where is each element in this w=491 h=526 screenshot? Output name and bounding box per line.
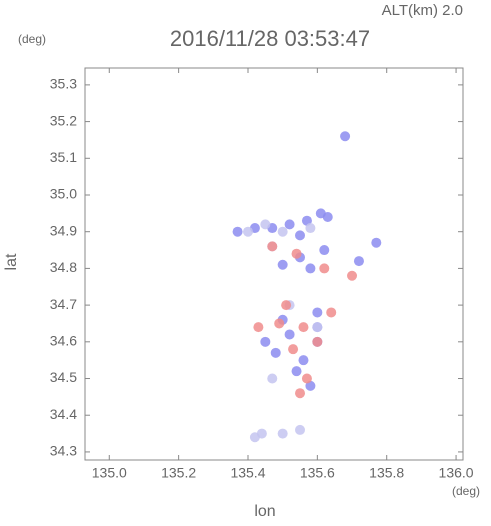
echo-point <box>371 237 382 248</box>
y-tick-label: 34.6 <box>50 333 77 349</box>
echo-point <box>312 322 323 333</box>
echo-point <box>322 212 333 223</box>
echo-point <box>347 270 358 281</box>
x-tick-label: 135.2 <box>161 465 196 481</box>
y-tick-label: 35.1 <box>50 149 77 165</box>
echo-point <box>249 432 260 443</box>
echo-point <box>305 263 316 274</box>
x-unit: (deg) <box>452 484 480 498</box>
y-tick-label: 34.5 <box>50 369 77 385</box>
echo-point <box>242 226 253 237</box>
echo-point <box>253 322 264 333</box>
echo-point <box>281 300 292 311</box>
echo-point <box>319 263 330 274</box>
echo-point <box>326 307 337 318</box>
x-tick-label: 136.0 <box>439 465 474 481</box>
echo-point <box>305 223 316 234</box>
y-unit: (deg) <box>18 32 46 46</box>
echo-point <box>277 259 288 270</box>
echo-point <box>353 256 364 267</box>
echo-point <box>295 424 306 435</box>
y-axis-label: lat <box>3 253 20 270</box>
echo-point <box>295 230 306 241</box>
x-axis-label: lon <box>254 503 275 520</box>
echo-point <box>277 226 288 237</box>
y-tick-label: 35.2 <box>50 112 77 128</box>
echo-point <box>319 245 330 256</box>
echo-point <box>260 336 271 347</box>
echo-point <box>301 373 312 384</box>
echo-point <box>295 388 306 399</box>
plot-frame <box>84 67 464 461</box>
y-tick-label: 34.9 <box>50 222 77 238</box>
echo-point <box>267 373 278 384</box>
echo-point <box>298 355 309 366</box>
x-tick-label: 135.8 <box>369 465 404 481</box>
y-tick-label: 34.4 <box>50 406 77 422</box>
echo-point <box>298 322 309 333</box>
echo-point <box>288 344 299 355</box>
y-tick-label: 34.7 <box>50 296 77 312</box>
y-tick-label: 35.0 <box>50 186 77 202</box>
echo-point <box>312 307 323 318</box>
echo-point <box>267 241 278 252</box>
y-tick-label: 34.8 <box>50 259 77 275</box>
x-tick-label: 135.4 <box>230 465 265 481</box>
echo-point <box>277 428 288 439</box>
echo-point <box>274 318 285 329</box>
echo-point <box>260 219 271 230</box>
echo-point <box>284 219 295 230</box>
x-tick-label: 135.0 <box>92 465 127 481</box>
echo-point <box>291 366 302 377</box>
echo-point <box>270 347 281 358</box>
y-tick-label: 35.3 <box>50 76 77 92</box>
echo-point <box>291 248 302 259</box>
x-tick-label: 135.6 <box>300 465 335 481</box>
echo-point <box>232 226 243 237</box>
chart-title: 2016/11/28 03:53:47 <box>170 26 370 51</box>
echo-point <box>312 336 323 347</box>
altitude-label: ALT(km) 2.0 <box>382 2 463 19</box>
y-tick-label: 34.3 <box>50 443 77 459</box>
echo-point <box>340 131 351 142</box>
echo-point <box>284 329 295 340</box>
